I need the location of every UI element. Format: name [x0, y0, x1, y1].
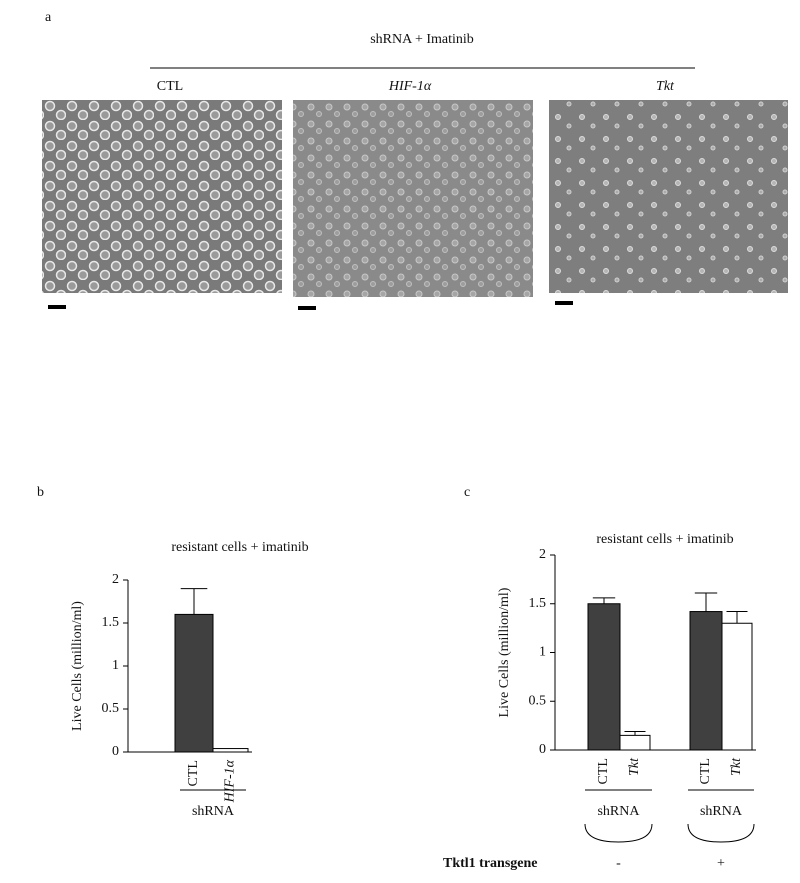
bracket: [584, 823, 653, 843]
group-label: shRNA: [597, 804, 640, 819]
bar: [174, 613, 214, 753]
error-bar: [624, 730, 646, 736]
micrograph: [549, 100, 788, 293]
y-tick-label: 1: [539, 645, 546, 660]
panel-title: shRNA + Imatinib: [370, 32, 474, 47]
image-label: CTL: [157, 79, 183, 94]
error-bar: [726, 611, 748, 624]
micrograph: [293, 100, 533, 297]
bar: [689, 611, 723, 751]
bar: [721, 622, 753, 751]
transgene-value: -: [616, 856, 621, 871]
error-bar: [694, 592, 718, 612]
x-tick-label: Tkt: [729, 757, 744, 776]
x-tick-label: CTL: [596, 758, 611, 784]
x-tick-label: HIF-1α: [223, 759, 238, 803]
chart-title: resistant cells + imatinib: [596, 532, 733, 547]
transgene-value: +: [717, 856, 725, 871]
scale-bar: [298, 306, 316, 310]
scale-bar: [48, 305, 66, 309]
bar: [212, 748, 249, 753]
x-tick-label: CTL: [186, 760, 201, 786]
scale-bar: [555, 301, 573, 305]
y-axis-label: Live Cells (million/ml): [497, 587, 512, 717]
bar: [587, 603, 621, 751]
group-label: shRNA: [700, 804, 743, 819]
transgene-label: Tktl1 transgene: [443, 856, 538, 871]
panel-label: b: [37, 485, 44, 500]
y-tick-label: 2: [539, 547, 546, 562]
y-tick-label: 0: [539, 742, 546, 757]
bracket: [687, 823, 755, 843]
y-tick-label: 0.5: [102, 701, 120, 716]
y-tick-label: 1.5: [102, 615, 120, 630]
x-tick-label: Tkt: [627, 757, 642, 776]
y-tick-label: 1.5: [529, 596, 547, 611]
x-tick-label: CTL: [698, 758, 713, 784]
image-label: HIF-1α: [388, 79, 432, 94]
chart-title: resistant cells + imatinib: [171, 540, 308, 555]
y-tick-label: 1: [112, 658, 119, 673]
y-axis-label: Live Cells (million/ml): [70, 601, 85, 731]
bar: [619, 734, 651, 751]
image-label: Tkt: [656, 79, 675, 94]
panel-label: c: [464, 485, 470, 500]
group-label: shRNA: [192, 804, 235, 819]
y-tick-label: 0.5: [529, 693, 547, 708]
panel-label: a: [45, 10, 52, 25]
y-tick-label: 2: [112, 572, 119, 587]
y-tick-label: 0: [112, 744, 119, 759]
error-bar: [592, 597, 616, 604]
error-bar: [180, 588, 208, 615]
micrograph: [42, 100, 282, 293]
